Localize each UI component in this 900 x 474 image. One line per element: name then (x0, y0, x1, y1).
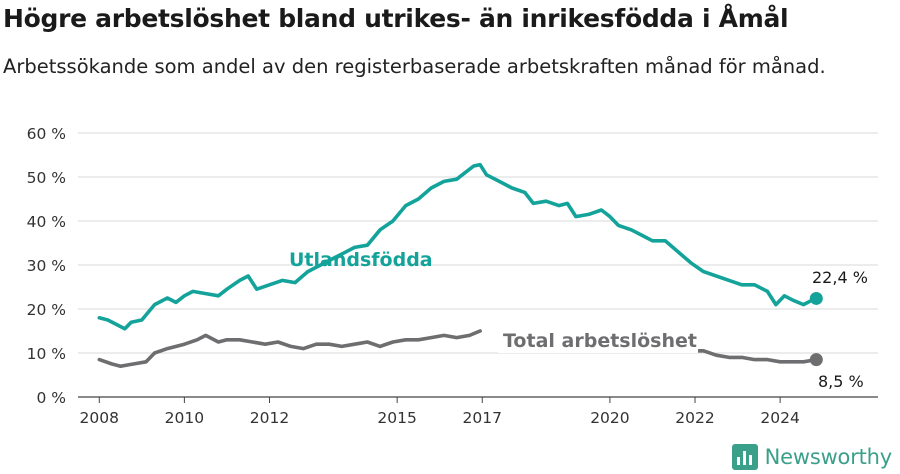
y-tick-label: 0 % (36, 389, 66, 407)
end-label-utlandsfodda: 22,4 % (812, 268, 868, 287)
x-tick-label: 2015 (377, 409, 416, 427)
newsworthy-logo-icon (731, 444, 758, 470)
x-tick-label: 2010 (165, 409, 204, 427)
x-tick-label: 2024 (760, 409, 799, 427)
series-label-total-background (498, 327, 698, 353)
x-axis: 2008 2010 2012 2015 2017 2020 2022 2024 (80, 397, 800, 427)
series-line-total (97, 329, 482, 368)
x-tick-label: 2008 (80, 409, 119, 427)
y-axis: 0 % 10 % 20 % 30 % 40 % 50 % 60 % (27, 125, 66, 407)
chart-subtitle: Arbetssökande som andel av den registerb… (3, 55, 826, 78)
y-tick-label: 30 % (27, 257, 66, 275)
x-tick-label: 2020 (590, 409, 629, 427)
brand-name: Newsworthy (764, 445, 893, 469)
grid-lines (78, 132, 878, 398)
series-label-total: Total arbetslöshet (503, 330, 697, 352)
y-tick-label: 50 % (27, 169, 66, 187)
x-tick-label: 2017 (463, 409, 502, 427)
end-label-total: 8,5 % (818, 372, 864, 391)
y-tick-label: 20 % (27, 301, 66, 319)
y-tick-label: 40 % (27, 213, 66, 231)
y-tick-label: 10 % (27, 345, 66, 363)
newsworthy-logo: Newsworthy (731, 444, 893, 470)
end-point-total (809, 353, 823, 367)
series-line-total (676, 344, 819, 364)
series-lines (97, 162, 823, 368)
y-tick-label: 60 % (27, 125, 66, 143)
end-point-utlandsfodda (809, 291, 823, 305)
x-tick-label: 2022 (675, 409, 714, 427)
chart-title: Högre arbetslöshet bland utrikes- än inr… (3, 4, 789, 33)
series-label-utlandsfodda: Utlandsfödda (289, 249, 433, 271)
x-tick-label: 2012 (250, 409, 289, 427)
series-line-utlandsfodda (97, 162, 819, 331)
